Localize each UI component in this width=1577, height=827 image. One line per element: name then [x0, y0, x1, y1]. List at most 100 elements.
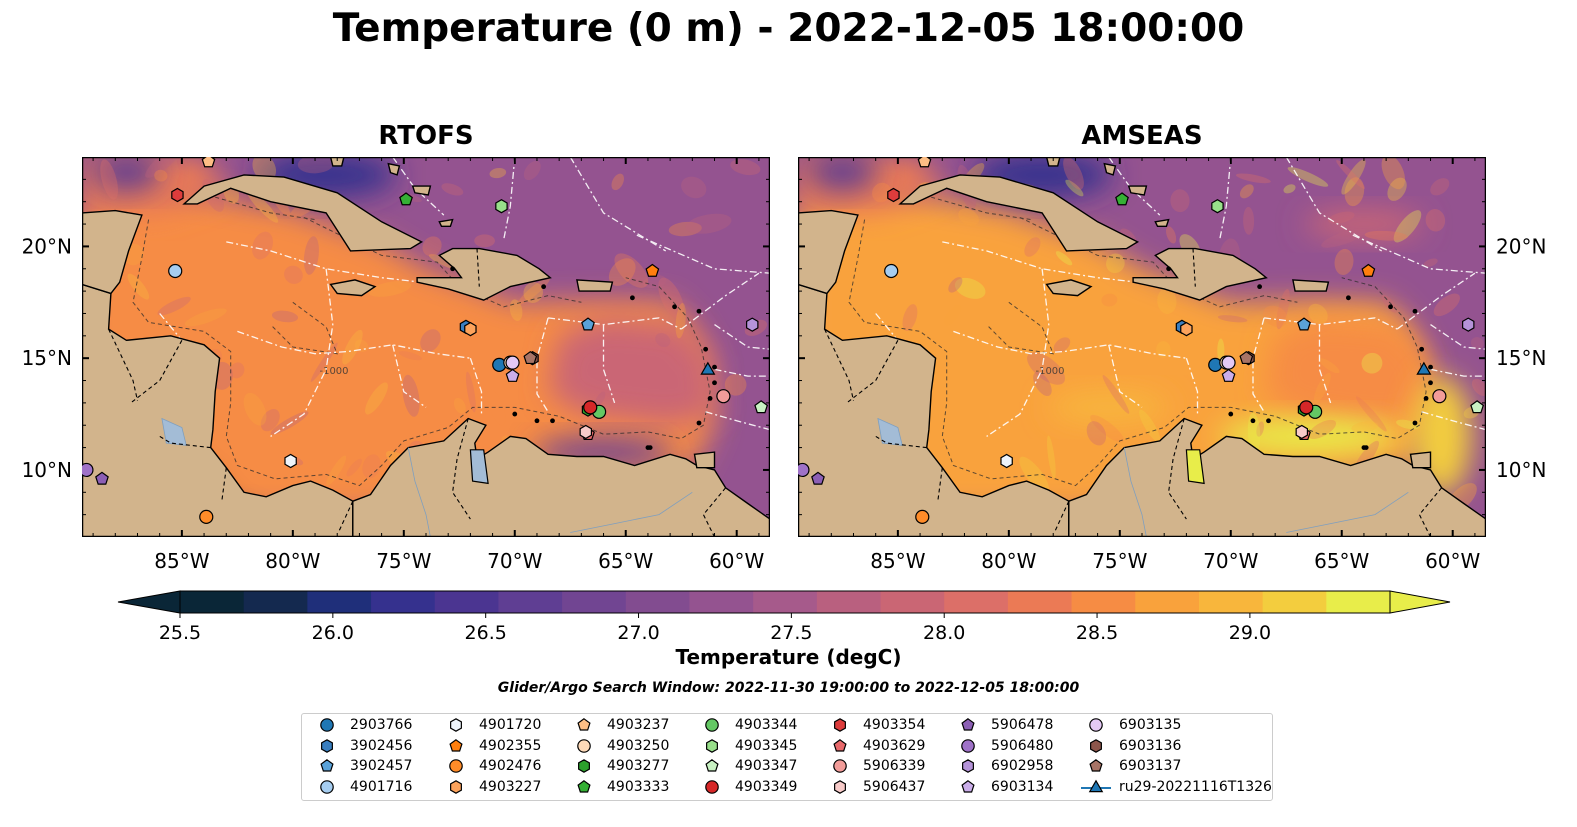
colorbar-tick-label: 26.5 [465, 622, 507, 644]
landmass-puertoRico [576, 279, 614, 292]
legend-label: 4903354 [863, 717, 926, 733]
colorbar-tick-label: 29.0 [1229, 622, 1271, 644]
marker-4903347[interactable] [1470, 400, 1485, 414]
marker-4902476[interactable] [199, 509, 214, 524]
legend-item: 4903345 [695, 736, 797, 756]
colorbar-segment [498, 591, 563, 613]
marker-4901720[interactable] [284, 453, 297, 469]
legend-marker-icon [834, 718, 846, 732]
legend-label: 4903345 [735, 737, 798, 754]
marker-5906478[interactable] [811, 471, 825, 485]
colorbar-label: Temperature (degC) [675, 645, 902, 669]
legend: 2903766 3902456 3902457 4901716 4901720 49023… [301, 713, 1273, 801]
marker-4902355[interactable] [1361, 263, 1376, 277]
lat-tick-label: 10°N [1496, 458, 1546, 482]
colorbar-segment [944, 591, 1009, 613]
legend-item: 4903354 [823, 715, 925, 735]
colorbar-segment [307, 591, 372, 613]
marker-4903237[interactable] [201, 157, 216, 168]
lon-tick-label: 60°W [1425, 549, 1480, 573]
colorbar-segment [1198, 591, 1264, 613]
colorbar-segment [625, 591, 690, 613]
lon-tick-label: 70°W [1203, 549, 1258, 573]
marker-6903135[interactable] [505, 355, 520, 370]
panel-title-amseas: AMSEAS [1081, 121, 1203, 151]
legend-label: 6903135 [1119, 717, 1182, 733]
marker-4903227[interactable] [464, 321, 477, 337]
legend-label: 6903134 [991, 778, 1054, 795]
legend-marker-icon [705, 718, 719, 732]
marker-6902958[interactable] [1462, 317, 1475, 332]
legend-marker-icon [1081, 779, 1111, 792]
legend-item: 2903766 [310, 715, 412, 735]
legend-item: 6903135 [1079, 715, 1181, 735]
landmass-cuba [182, 174, 424, 252]
marker-ru29-20221116T1326[interactable] [1416, 361, 1432, 375]
landmass-southAmerica [1068, 417, 1486, 537]
marker-6903137[interactable] [1239, 350, 1254, 365]
legend-item: 4903344 [695, 715, 797, 735]
marker-3902457[interactable] [581, 317, 595, 331]
legend-marker-icon [705, 779, 719, 794]
legend-marker-icon [1090, 738, 1102, 753]
marker-5906480[interactable] [798, 462, 810, 478]
marker-4901720[interactable] [1000, 453, 1013, 469]
warm-filament-atlantic [1303, 210, 1424, 239]
marker-5906478[interactable] [95, 471, 109, 485]
landmass-centralAmerica [798, 283, 1070, 537]
marker-4903349[interactable] [583, 400, 598, 415]
marker-4902355[interactable] [645, 263, 660, 277]
marker-6903135[interactable] [1221, 355, 1236, 370]
float-markers [798, 157, 1485, 524]
marker-3902457[interactable] [1297, 317, 1311, 331]
marker-4903354[interactable] [887, 187, 900, 203]
marker-5906437[interactable] [1295, 424, 1309, 440]
legend-label: 3902457 [350, 758, 413, 774]
marker-6902958[interactable] [746, 317, 759, 332]
warm-band-colombia [1048, 391, 1169, 424]
marker-ru29-20221116T1326[interactable] [700, 361, 716, 375]
marker-5906339[interactable] [716, 389, 731, 404]
landmass-bahamasA [329, 157, 345, 167]
marker-4903237[interactable] [917, 157, 932, 168]
colorbar-segment [180, 591, 245, 613]
lat-tick-label: 20°N [22, 234, 72, 258]
marker-6903137[interactable] [523, 350, 538, 365]
frame-ticks [82, 157, 770, 537]
marker-4903345[interactable] [1211, 198, 1224, 214]
legend-item: 4902355 [439, 736, 541, 756]
lon-tick-label: 80°W [265, 549, 320, 573]
marker-4903227[interactable] [1180, 321, 1193, 337]
colorbar-segment [880, 591, 945, 613]
legend-label: 4901716 [350, 778, 413, 795]
legend-item: 4903333 [567, 777, 669, 797]
marker-4903333[interactable] [399, 192, 413, 206]
marker-4903354[interactable] [171, 187, 184, 203]
legend-marker-icon [1089, 718, 1103, 732]
marker-5906339[interactable] [1432, 389, 1447, 404]
colorbar-tick-label: 28.0 [923, 622, 965, 644]
legend-item: 5906339 [823, 756, 925, 776]
map-panel-amseas[interactable]: -1000-1000 [798, 157, 1486, 537]
marker-4901716[interactable] [884, 263, 899, 279]
marker-4903347[interactable] [754, 400, 769, 414]
marker-5906437[interactable] [579, 424, 593, 440]
marker-6903134[interactable] [505, 368, 520, 382]
legend-label: 4901720 [479, 717, 542, 733]
marker-6903134[interactable] [1221, 368, 1236, 382]
legend-label: 6903137 [1119, 758, 1182, 774]
marker-4901716[interactable] [168, 263, 183, 279]
legend-marker-icon [578, 759, 590, 773]
landmass-jamaica [1045, 279, 1093, 297]
landmass-hispaniola [1132, 247, 1268, 301]
marker-4903333[interactable] [1115, 192, 1129, 206]
gulf-cool-water [91, 157, 162, 191]
legend-label: 4903347 [735, 758, 798, 774]
legend-marker-icon [449, 738, 463, 752]
marker-5906480[interactable] [82, 462, 94, 478]
map-panel-rtofs[interactable]: -1000-1000 [82, 157, 770, 537]
marker-4903349[interactable] [1299, 400, 1314, 415]
marker-4902476[interactable] [915, 509, 930, 524]
marker-4903345[interactable] [495, 198, 508, 214]
colorbar-tick-label: 25.5 [159, 622, 201, 644]
